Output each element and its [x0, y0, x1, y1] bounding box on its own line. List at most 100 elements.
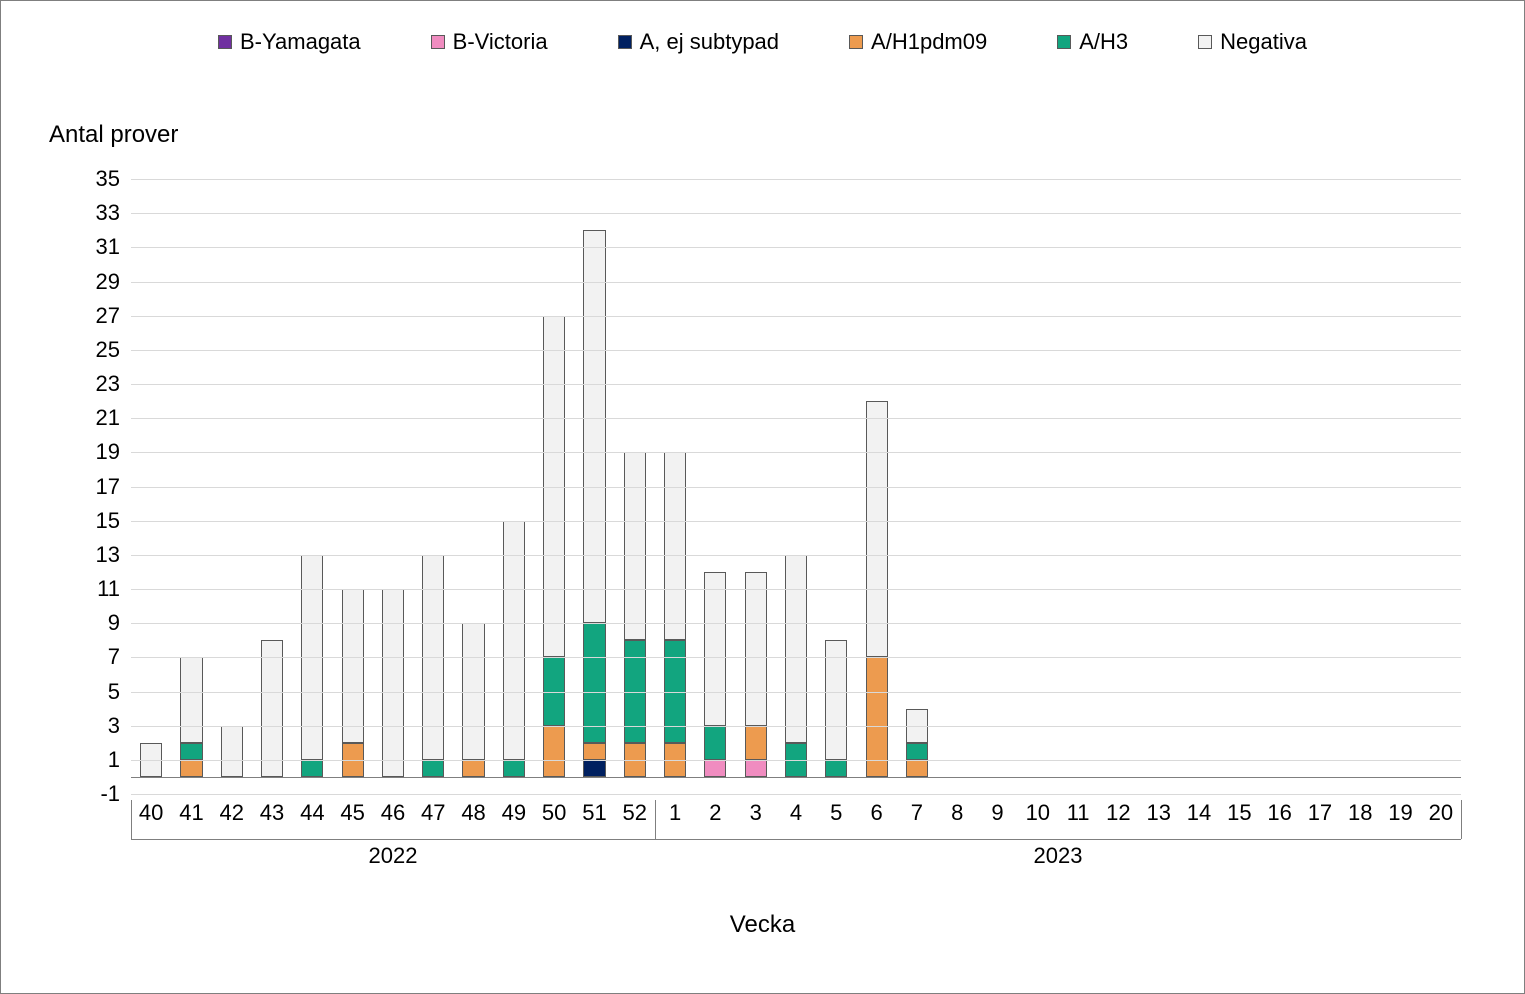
y-tick-label: 35 [70, 166, 120, 192]
x-tick-label: 11 [1067, 800, 1090, 826]
chart-frame: B-Yamagata B-Victoria A, ej subtypad A/H1pd… [0, 0, 1525, 994]
bar-segment-a_h3 [825, 760, 847, 777]
x-tick-label: 9 [991, 800, 1003, 826]
year-group-separator [655, 800, 656, 839]
x-tick-label: 44 [300, 800, 324, 826]
gridline [131, 657, 1461, 658]
gridline [131, 623, 1461, 624]
bar-segment-a_h3 [704, 726, 726, 760]
bar-segment-negativa [664, 452, 686, 640]
gridline [131, 760, 1461, 761]
y-tick-label: 21 [70, 405, 120, 431]
gridline [131, 555, 1461, 556]
x-tick-label: 16 [1267, 800, 1291, 826]
x-tick-label: 47 [421, 800, 445, 826]
legend-label: A/H1pdm09 [871, 29, 987, 55]
y-axis-title: Antal prover [49, 121, 178, 149]
year-label: 2023 [1033, 843, 1082, 869]
legend-swatch [218, 35, 232, 49]
x-tick-label: 7 [911, 800, 923, 826]
gridline [131, 247, 1461, 248]
x-tick-label: 10 [1026, 800, 1050, 826]
legend-swatch [1198, 35, 1212, 49]
y-tick-label: 13 [70, 542, 120, 568]
legend-item: Negativa [1198, 29, 1307, 55]
bar-segment-a_h3 [503, 760, 525, 777]
x-tick-label: 19 [1388, 800, 1412, 826]
y-tick-label: 23 [70, 371, 120, 397]
bar-segment-negativa [382, 589, 404, 777]
legend-swatch [849, 35, 863, 49]
x-tick-label: 18 [1348, 800, 1372, 826]
bar-segment-negativa [261, 640, 283, 777]
legend-item: B-Victoria [431, 29, 548, 55]
y-tick-label: 27 [70, 303, 120, 329]
x-tick-label: 14 [1187, 800, 1211, 826]
bar-segment-negativa [342, 589, 364, 743]
bar-segment-negativa [704, 572, 726, 726]
gridline [131, 213, 1461, 214]
bar-segment-a_h3 [301, 760, 323, 777]
y-tick-label: -1 [70, 781, 120, 807]
x-tick-label: 15 [1227, 800, 1251, 826]
bar-segment-a_h1 [583, 743, 605, 760]
y-tick-label: 11 [70, 576, 120, 602]
bar-segment-b_victoria [745, 760, 767, 777]
legend-label: Negativa [1220, 29, 1307, 55]
y-tick-label: 3 [70, 713, 120, 739]
x-tick-label: 45 [340, 800, 364, 826]
x-tick-label: 50 [542, 800, 566, 826]
legend-label: A, ej subtypad [640, 29, 779, 55]
bar-segment-negativa [221, 726, 243, 777]
bar-segment-negativa [866, 401, 888, 657]
gridline [131, 179, 1461, 180]
legend-label: B-Yamagata [240, 29, 361, 55]
x-tick-label: 3 [750, 800, 762, 826]
gridline [131, 316, 1461, 317]
bar-segment-a_h1 [462, 760, 484, 777]
bar-segment-a_h1 [180, 760, 202, 777]
bar-segment-a_h3 [180, 743, 202, 760]
y-tick-label: 19 [70, 439, 120, 465]
x-tick-label: 46 [381, 800, 405, 826]
x-tick-label: 40 [139, 800, 163, 826]
legend-item: B-Yamagata [218, 29, 361, 55]
bar-segment-negativa [785, 555, 807, 743]
plot-area [131, 179, 1461, 794]
year-label: 2022 [368, 843, 417, 869]
gridline [131, 589, 1461, 590]
gridline [131, 692, 1461, 693]
bar-segment-a_h3 [422, 760, 444, 777]
y-tick-label: 33 [70, 200, 120, 226]
year-group-separator [131, 800, 132, 839]
y-tick-label: 9 [70, 610, 120, 636]
x-tick-label: 41 [179, 800, 203, 826]
x-tick-label: 52 [623, 800, 647, 826]
legend-item: A/H1pdm09 [849, 29, 987, 55]
gridline [131, 726, 1461, 727]
bar-segment-negativa [583, 230, 605, 623]
x-tick-label: 48 [461, 800, 485, 826]
bar-segment-negativa [180, 657, 202, 742]
x-tick-label: 4 [790, 800, 802, 826]
y-tick-label: 25 [70, 337, 120, 363]
y-tick-label: 31 [70, 234, 120, 260]
gridline [131, 418, 1461, 419]
x-axis-title: Vecka [1, 911, 1524, 939]
bar-segment-a_h1 [906, 760, 928, 777]
y-tick-label: 17 [70, 474, 120, 500]
x-tick-label: 5 [830, 800, 842, 826]
x-tick-label: 51 [582, 800, 606, 826]
gridline [131, 521, 1461, 522]
year-group-separator [1461, 800, 1462, 839]
gridline [131, 794, 1461, 795]
y-tick-label: 7 [70, 644, 120, 670]
bar-segment-negativa [745, 572, 767, 726]
x-tick-label: 12 [1106, 800, 1130, 826]
bar-segment-b_victoria [704, 760, 726, 777]
x-tick-label: 43 [260, 800, 284, 826]
x-tick-label: 2 [709, 800, 721, 826]
x-tick-label: 1 [669, 800, 681, 826]
bar-segment-a_ej_sub [583, 760, 605, 777]
y-tick-label: 29 [70, 269, 120, 295]
